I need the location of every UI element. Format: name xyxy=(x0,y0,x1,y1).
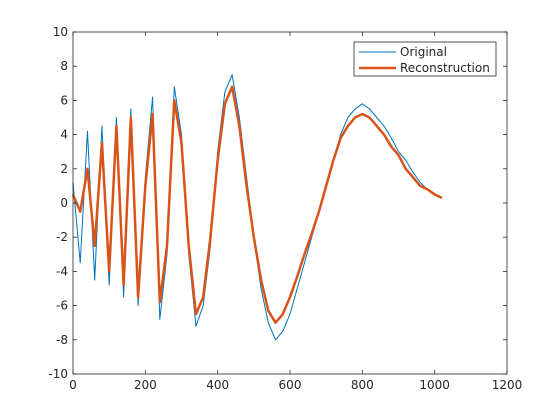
y-tick-label: 10 xyxy=(53,25,68,39)
y-tick-label: 0 xyxy=(60,196,68,210)
x-tick-label: 0 xyxy=(69,378,77,392)
plot-area xyxy=(73,32,507,374)
legend: Original Reconstruction xyxy=(353,41,497,77)
x-tick-label: 800 xyxy=(351,378,374,392)
y-tick-label: 4 xyxy=(60,128,68,142)
x-tick-label: 1200 xyxy=(492,378,523,392)
x-axis: 0 200 400 600 800 1000 1200 xyxy=(69,32,522,392)
x-tick-label: 200 xyxy=(134,378,157,392)
x-tick-label: 1000 xyxy=(419,378,450,392)
y-axis: -10 -8 -6 -4 -2 0 2 4 6 8 10 xyxy=(48,25,507,381)
y-tick-label: -6 xyxy=(56,299,68,313)
y-tick-label: -4 xyxy=(56,264,68,278)
y-tick-label: -8 xyxy=(56,333,68,347)
y-tick-label: 8 xyxy=(60,59,68,73)
y-tick-label: 6 xyxy=(60,93,68,107)
series-layer xyxy=(71,74,443,341)
y-tick-label: -2 xyxy=(56,230,68,244)
x-tick-label: 600 xyxy=(279,378,302,392)
x-tick-label: 400 xyxy=(206,378,229,392)
y-tick-label: 2 xyxy=(60,162,68,176)
legend-box xyxy=(353,41,497,77)
legend-label-reconstruction: Reconstruction xyxy=(400,61,490,75)
y-tick-label: -10 xyxy=(48,367,68,381)
legend-label-original: Original xyxy=(400,45,447,59)
series-line-reconstruction xyxy=(71,85,443,324)
